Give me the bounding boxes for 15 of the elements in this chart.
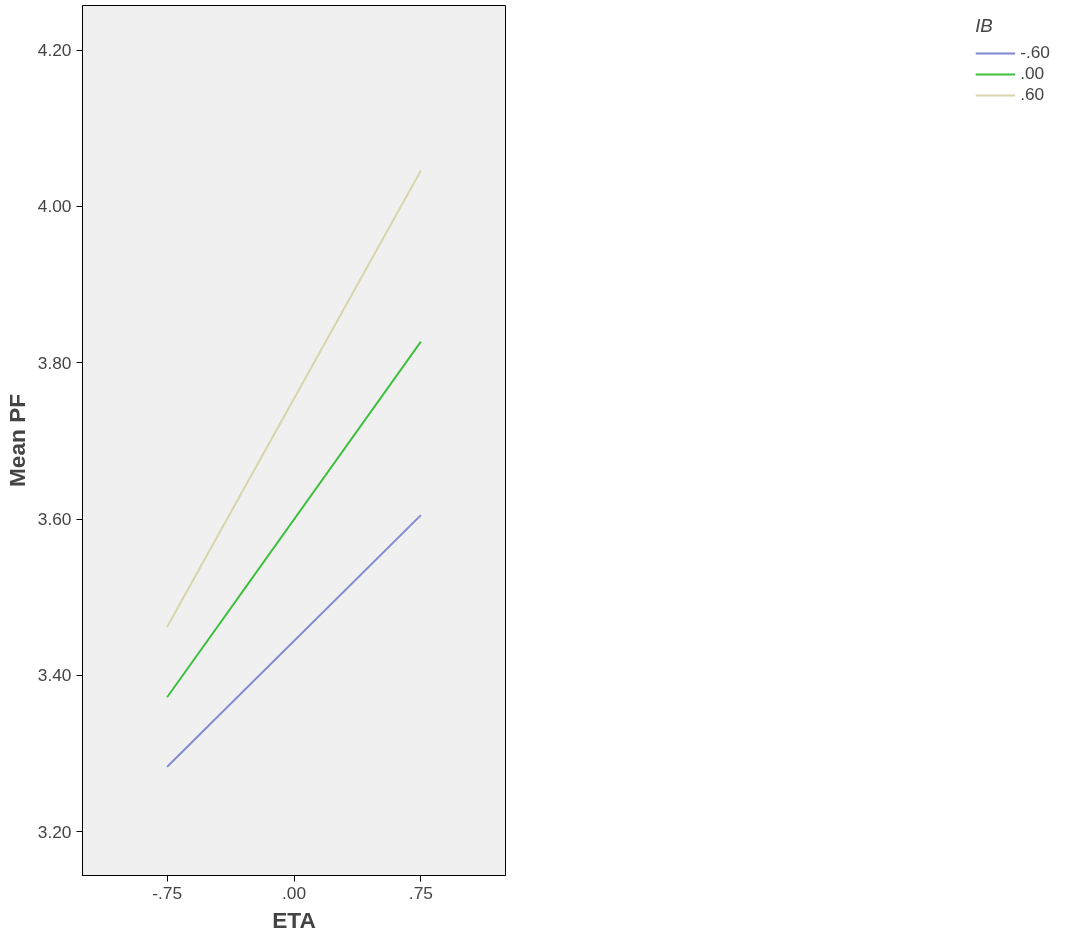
legend-label: .00	[1020, 63, 1045, 84]
y-tick-label: 3.40	[37, 665, 72, 686]
y-tick-label: 4.00	[37, 196, 72, 217]
legend-title: IB	[975, 15, 994, 37]
y-axis-title: Mean PF	[3, 393, 30, 488]
x-tick-label: -.75	[152, 882, 183, 903]
y-tick-label: 3.80	[37, 352, 72, 373]
x-tick-label: .75	[408, 882, 433, 903]
x-axis-title: ETA	[272, 906, 316, 933]
legend-label: -.60	[1020, 42, 1050, 63]
legend-label: .60	[1020, 84, 1045, 105]
y-tick-label: 3.60	[37, 509, 72, 530]
x-tick-label: .00	[281, 882, 307, 903]
y-tick-label: 4.20	[37, 40, 72, 61]
y-tick-label: 3.20	[37, 821, 72, 842]
